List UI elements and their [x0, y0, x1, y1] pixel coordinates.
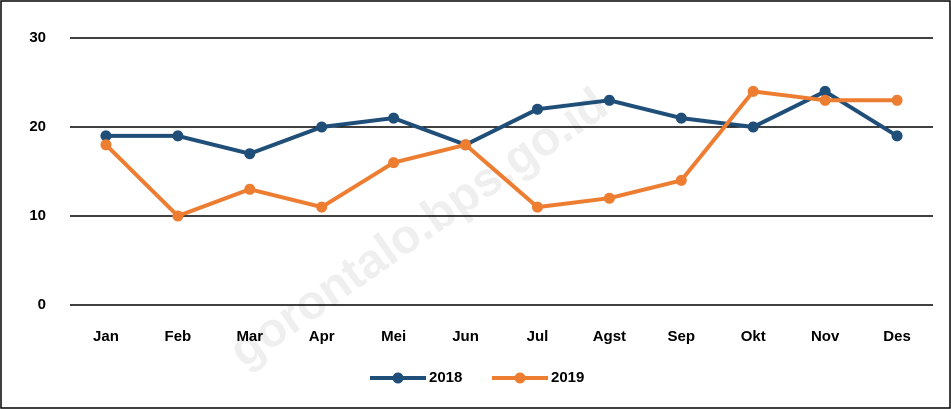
x-tick-label: Nov [811, 328, 840, 345]
y-tick-label: 10 [29, 207, 46, 224]
point [388, 112, 400, 124]
y-tick-label: 0 [38, 296, 46, 313]
x-tick-label: Feb [165, 328, 192, 345]
point [100, 139, 112, 151]
y-tick-label: 30 [29, 29, 46, 46]
x-tick-label: Jan [93, 328, 119, 345]
point [819, 85, 831, 97]
series-line [105, 89, 899, 156]
point [603, 192, 615, 204]
point [460, 139, 472, 151]
legend-label: 2018 [429, 369, 462, 386]
x-tick-label: Jun [452, 328, 479, 345]
point [891, 94, 903, 106]
point [891, 130, 903, 142]
point [316, 201, 328, 213]
point [747, 121, 759, 133]
point [531, 201, 543, 213]
x-tick-label: Jul [527, 328, 549, 345]
point [244, 148, 256, 160]
legend-marker [392, 372, 404, 384]
point [244, 183, 256, 195]
x-tick-label: Sep [668, 328, 696, 345]
legend-marker [514, 372, 526, 384]
point [819, 94, 831, 106]
legend-label: 2019 [551, 369, 584, 386]
point [388, 157, 400, 169]
point [675, 174, 687, 186]
x-tick-label: Apr [309, 328, 335, 345]
x-tick-label: Des [883, 328, 911, 345]
point [603, 94, 615, 106]
series-line [104, 89, 898, 218]
x-tick-label: Mei [381, 328, 406, 345]
point [172, 130, 184, 142]
point [675, 112, 687, 124]
point [172, 210, 184, 222]
point [316, 121, 328, 133]
point [747, 85, 759, 97]
point [100, 130, 112, 142]
x-tick-label: Mar [236, 328, 263, 345]
point [531, 103, 543, 115]
y-tick-label: 20 [29, 118, 46, 135]
x-tick-label: Okt [741, 328, 766, 345]
x-tick-label: Agst [593, 328, 626, 345]
